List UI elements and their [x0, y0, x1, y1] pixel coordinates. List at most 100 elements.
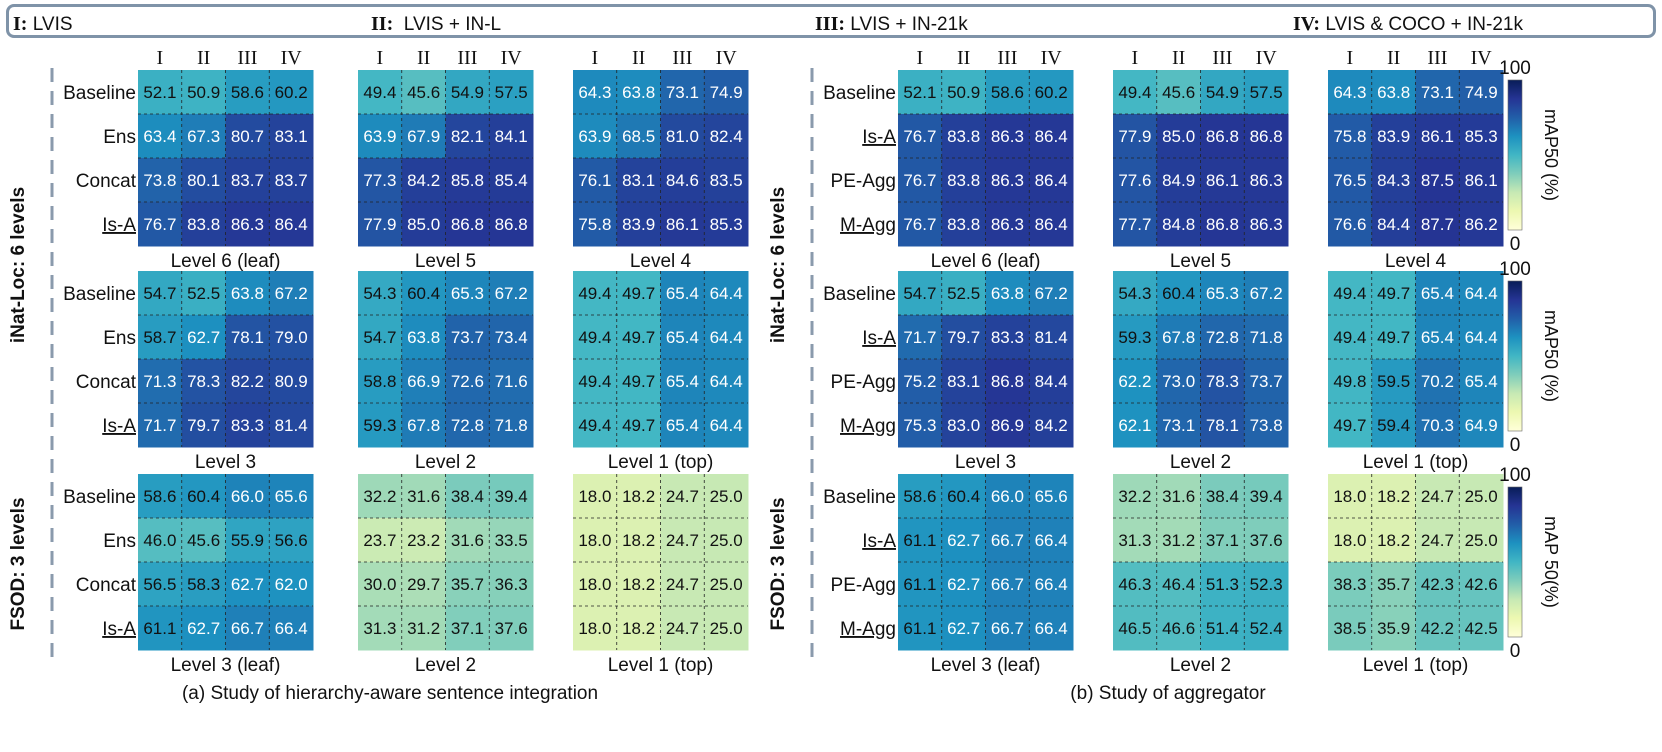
cell-value: 62.1 [1118, 416, 1151, 435]
cell-value: 83.1 [947, 372, 980, 391]
cell-value: 60.4 [407, 284, 440, 303]
cell-value: 71.7 [143, 416, 176, 435]
column-header: I [592, 47, 599, 69]
cell-value: 66.4 [1035, 575, 1068, 594]
cell-value: 58.7 [143, 328, 176, 347]
cell-value: 62.7 [231, 575, 264, 594]
cell-value: 37.6 [1250, 531, 1283, 550]
cell-value: 72.8 [1206, 328, 1239, 347]
cell-value: 46.3 [1118, 575, 1151, 594]
cell-value: 85.0 [1162, 127, 1195, 146]
cell-value: 52.5 [187, 284, 220, 303]
column-header: IV [716, 47, 738, 69]
cell-value: 64.4 [710, 284, 743, 303]
cell-value: 86.8 [1206, 127, 1239, 146]
cell-value: 50.9 [947, 83, 980, 102]
cell-value: 62.7 [947, 531, 980, 550]
column-header: I [157, 47, 164, 69]
cell-value: 63.8 [231, 284, 264, 303]
cell-value: 84.6 [666, 171, 699, 190]
cell-value: 80.9 [275, 372, 308, 391]
row-label: Is-A [102, 416, 136, 437]
cell-value: 64.3 [1333, 83, 1366, 102]
cell-value: 65.3 [1206, 284, 1239, 303]
row-label: Baseline [63, 83, 136, 104]
row-label: M-Agg [840, 619, 896, 640]
cell-value: 83.5 [710, 171, 743, 190]
cell-value: 82.4 [710, 127, 743, 146]
row-label: Ens [103, 328, 136, 349]
cell-value: 18.2 [1377, 531, 1410, 550]
grid-title: Level 3 [195, 452, 256, 473]
column-header: II [632, 47, 645, 69]
cell-value: 73.7 [1250, 372, 1283, 391]
cell-value: 49.7 [622, 328, 655, 347]
cell-value: 86.8 [1250, 127, 1283, 146]
cell-value: 83.1 [622, 171, 655, 190]
cell-value: 65.6 [275, 487, 308, 506]
colorbar [1508, 281, 1522, 431]
cell-value: 63.8 [991, 284, 1024, 303]
cell-value: 38.3 [1333, 575, 1366, 594]
grid-title: Level 4 [1385, 251, 1447, 272]
grid-title: Level 2 [1170, 452, 1231, 473]
cell-value: 67.8 [407, 416, 440, 435]
cell-value: 49.4 [363, 83, 396, 102]
cell-value: 25.0 [710, 531, 743, 550]
row-label: Ens [103, 531, 136, 552]
grid-title: Level 1 (top) [1363, 452, 1469, 473]
column-header: III [237, 47, 257, 69]
row-label: Concat [76, 372, 137, 393]
colorbar-axis-label: mAP 50(%) [1541, 516, 1561, 608]
cell-value: 18.2 [622, 531, 655, 550]
cell-value: 86.3 [991, 171, 1024, 190]
cell-value: 31.3 [1118, 531, 1151, 550]
cell-value: 24.7 [666, 531, 699, 550]
cell-value: 46.6 [1162, 619, 1195, 638]
cell-value: 38.4 [451, 487, 484, 506]
cell-value: 63.8 [622, 83, 655, 102]
cell-value: 85.4 [495, 171, 528, 190]
cell-value: 32.2 [363, 487, 396, 506]
cell-value: 56.6 [275, 531, 308, 550]
cell-value: 85.3 [710, 215, 743, 234]
cell-value: 86.8 [991, 372, 1024, 391]
cell-value: 39.4 [495, 487, 528, 506]
cell-value: 66.7 [231, 619, 264, 638]
cell-value: 57.5 [1250, 83, 1283, 102]
panel-caption: (b) Study of aggregator [1070, 683, 1266, 704]
cell-value: 78.1 [231, 328, 264, 347]
cell-value: 42.5 [1465, 619, 1498, 638]
cell-value: 66.4 [275, 619, 308, 638]
panel-caption: (a) Study of hierarchy-aware sentence in… [182, 683, 598, 704]
grid-title: Level 1 (top) [608, 655, 714, 676]
cell-value: 37.6 [495, 619, 528, 638]
cell-value: 86.4 [1035, 127, 1068, 146]
cell-value: 49.4 [1118, 83, 1151, 102]
cell-value: 33.5 [495, 531, 528, 550]
cell-value: 66.7 [991, 575, 1024, 594]
cell-value: 25.0 [710, 575, 743, 594]
cell-value: 31.6 [451, 531, 484, 550]
cell-value: 64.4 [710, 416, 743, 435]
cell-value: 73.7 [451, 328, 484, 347]
cell-value: 74.9 [1465, 83, 1498, 102]
grid-title: Level 2 [1170, 655, 1231, 676]
cell-value: 25.0 [1465, 531, 1498, 550]
cell-value: 24.7 [1421, 531, 1454, 550]
cell-value: 61.1 [903, 531, 936, 550]
cell-value: 83.8 [947, 215, 980, 234]
cell-value: 76.7 [903, 215, 936, 234]
cell-value: 76.7 [903, 127, 936, 146]
cell-value: 62.0 [275, 575, 308, 594]
cell-value: 58.8 [363, 372, 396, 391]
grid-title: Level 4 [630, 251, 692, 272]
cell-value: 77.7 [1118, 215, 1151, 234]
cell-value: 57.5 [495, 83, 528, 102]
cell-value: 73.0 [1162, 372, 1195, 391]
cell-value: 35.7 [451, 575, 484, 594]
cell-value: 25.0 [710, 619, 743, 638]
cell-value: 83.8 [947, 171, 980, 190]
colorbar-max-label: 100 [1499, 58, 1531, 79]
